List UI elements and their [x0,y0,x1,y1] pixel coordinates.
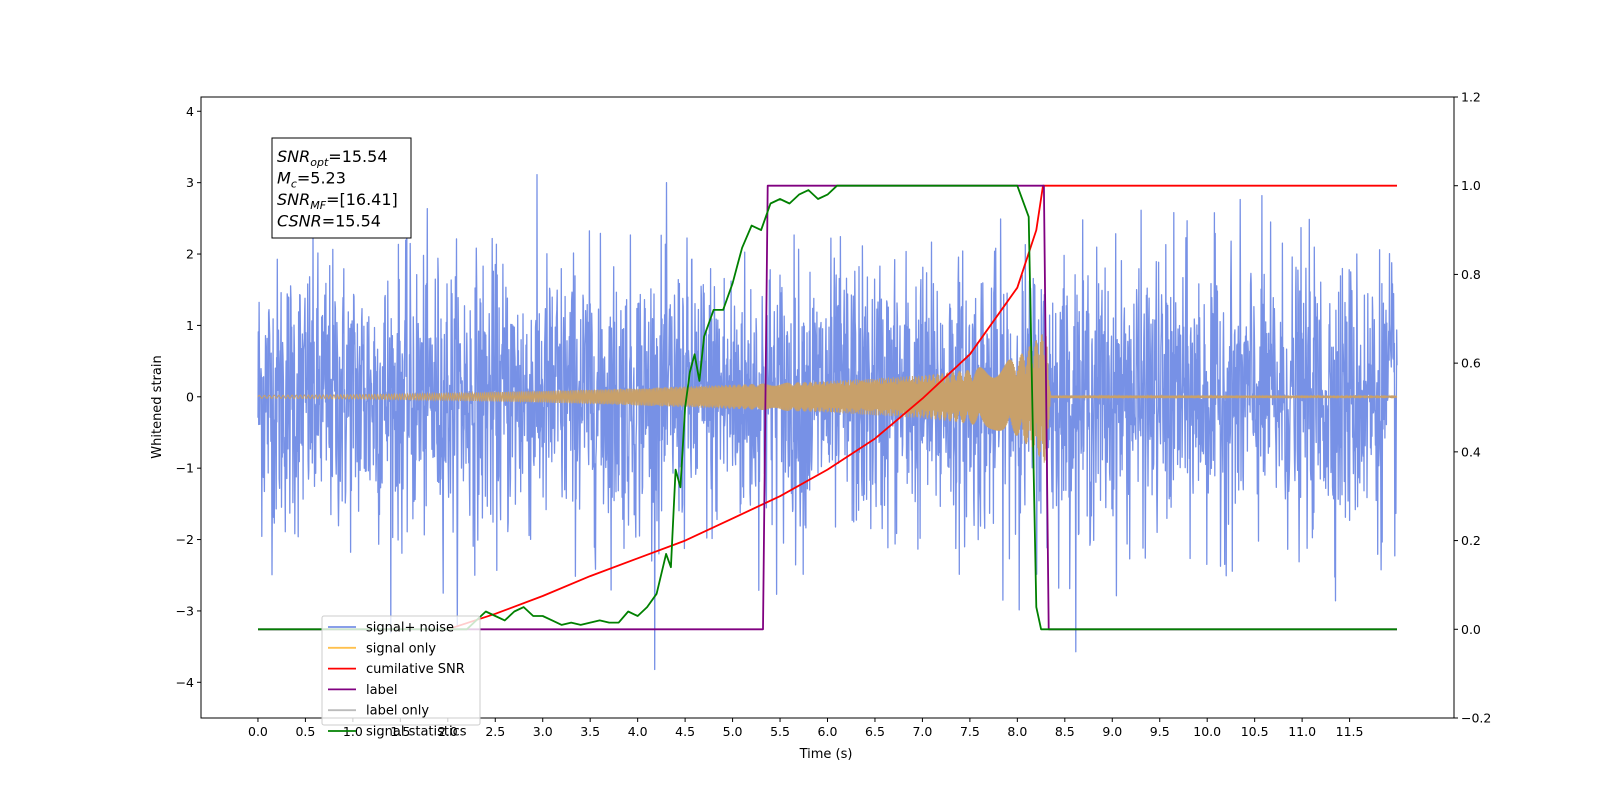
legend: signal+ noise signal only cumilative SNR la… [321,615,481,740]
legend-label: signal+ noise [366,621,454,636]
y-tick-label: −1 [176,461,194,476]
series-layer [257,174,1398,671]
series-signal-statistics-line [258,184,1397,631]
y2-tick-label: 0.4 [1461,444,1481,459]
x-tick-label: 0.0 [248,724,268,739]
x-tick-label: 4.0 [628,724,648,739]
x-tick-label: 8.0 [1007,724,1027,739]
y2-tick-label: 0.0 [1461,622,1481,637]
x-tick-label: 11.5 [1336,724,1364,739]
legend-label: signal statistics [366,725,467,740]
x-tick-label: 8.5 [1055,724,1075,739]
info-box: SNRopt=15.54Mc=5.23SNRMF=[16.41]CSNR=15.… [271,137,412,239]
info-box-line: SNRopt=15.54 [277,147,388,169]
y2-tick-label: 0.6 [1461,356,1481,371]
info-box-frame [271,137,412,239]
y-tick-label: 3 [186,175,194,190]
y2-tick-label: 1.2 [1461,90,1481,105]
x-tick-label: 3.0 [533,724,553,739]
x-tick-label: 6.5 [865,724,885,739]
y-tick-label: −4 [176,675,194,690]
x-tick-label: 2.5 [485,724,505,739]
x-tick-label: 4.5 [675,724,695,739]
x-tick-label: 11.0 [1288,724,1316,739]
y-tick-label: −3 [176,603,194,618]
x-axis: 0.0 0.5 1.0 1.5 2.0 2.5 3.0 3.5 4.0 4.5 5.0 5.5 6.0 6… [248,718,1364,739]
x-tick-label: 0.5 [295,724,315,739]
y2-tick-label: 1.0 [1461,178,1481,193]
y-axis-left: −4 −3 −2 −1 0 1 2 3 4 [176,104,201,690]
y2-tick-label: −0.2 [1461,711,1491,726]
y-axis-title: Whitened strain [150,355,165,458]
y2-tick-label: 0.8 [1461,267,1481,282]
x-tick-label: 7.5 [960,724,980,739]
y-tick-label: −2 [176,532,194,547]
x-tick-label: 1.5 [390,724,410,739]
x-tick-label: 7.0 [912,724,932,739]
x-tick-label: 9.5 [1150,724,1170,739]
x-axis-title: Time (s) [799,747,853,762]
y-tick-label: 1 [186,318,194,333]
x-tick-label: 9.0 [1102,724,1122,739]
legend-frame [321,615,481,726]
x-tick-label: 2.0 [438,724,458,739]
series-cumilative-snr-line [447,184,1397,631]
y-tick-label: 2 [186,247,194,262]
legend-label: label [366,683,397,698]
x-tick-label: 6.0 [818,724,838,739]
legend-label: cumilative SNR [366,662,465,677]
y-axis-right: −0.2 0.0 0.2 0.4 0.6 0.8 1.0 1.2 [1454,90,1491,726]
info-box-line: SNRMF=[16.41] [277,190,398,212]
legend-label: signal only [366,641,436,656]
y-tick-label: 0 [186,389,194,404]
info-box-line: Mc=5.23 [277,169,346,191]
y2-tick-label: 0.2 [1461,533,1481,548]
x-tick-label: 3.5 [580,724,600,739]
legend-label: label only [366,704,429,719]
x-tick-label: 5.0 [723,724,743,739]
x-tick-label: 5.5 [770,724,790,739]
x-tick-label: 10.0 [1193,724,1221,739]
series-signal-only-line [257,334,1398,463]
x-tick-label: 10.5 [1241,724,1269,739]
info-box-line: CSNR=15.54 [277,212,381,231]
y-tick-label: 4 [186,104,194,119]
